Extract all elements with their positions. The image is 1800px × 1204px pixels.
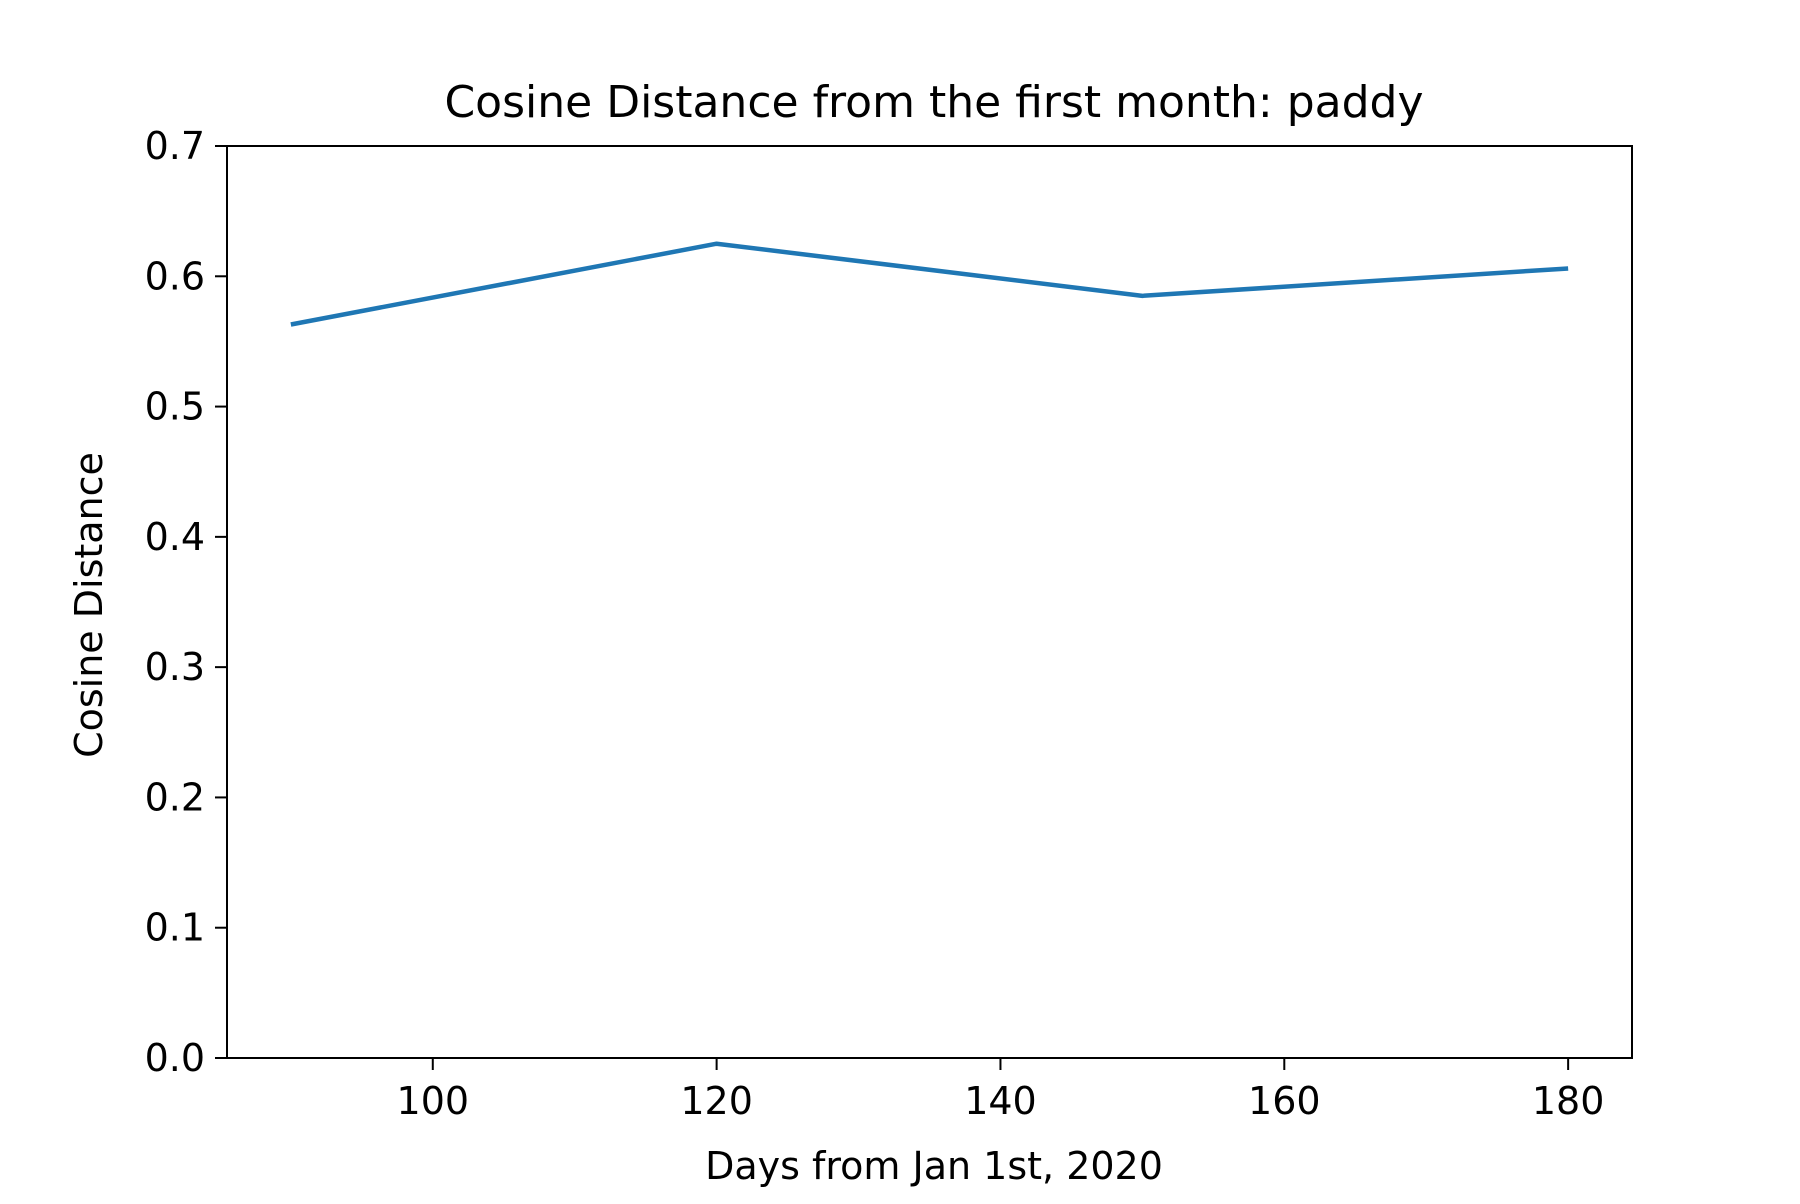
y-tick-label: 0.6 bbox=[145, 254, 205, 298]
chart-title: Cosine Distance from the first month: pa… bbox=[444, 77, 1423, 128]
x-tick-label: 160 bbox=[1248, 1079, 1321, 1123]
x-tick-label: 180 bbox=[1532, 1079, 1605, 1123]
axes: 100 120 140 160 180 0.0 0.1 0.2 0.3 0.4 0.5 0.6 0.7 bbox=[145, 124, 1633, 1123]
y-axis-label: Cosine Distance bbox=[67, 452, 111, 758]
y-tick-label: 0.1 bbox=[145, 906, 205, 950]
axes-frame bbox=[226, 145, 1633, 1059]
y-tick-label: 0.5 bbox=[145, 385, 205, 429]
y-tick-label: 0.7 bbox=[145, 124, 205, 168]
series-line-0 bbox=[290, 241, 1569, 327]
x-tick-label: 120 bbox=[680, 1079, 753, 1123]
x-axis-label: Days from Jan 1st, 2020 bbox=[705, 1144, 1163, 1188]
plot-area bbox=[290, 241, 1569, 327]
x-tick-label: 140 bbox=[964, 1079, 1037, 1123]
y-tick-label: 0.2 bbox=[145, 775, 205, 819]
y-tick-label: 0.3 bbox=[145, 645, 205, 689]
y-tick-label: 0.0 bbox=[145, 1036, 205, 1080]
y-tick-label: 0.4 bbox=[145, 515, 205, 559]
x-tick-label: 100 bbox=[397, 1079, 470, 1123]
